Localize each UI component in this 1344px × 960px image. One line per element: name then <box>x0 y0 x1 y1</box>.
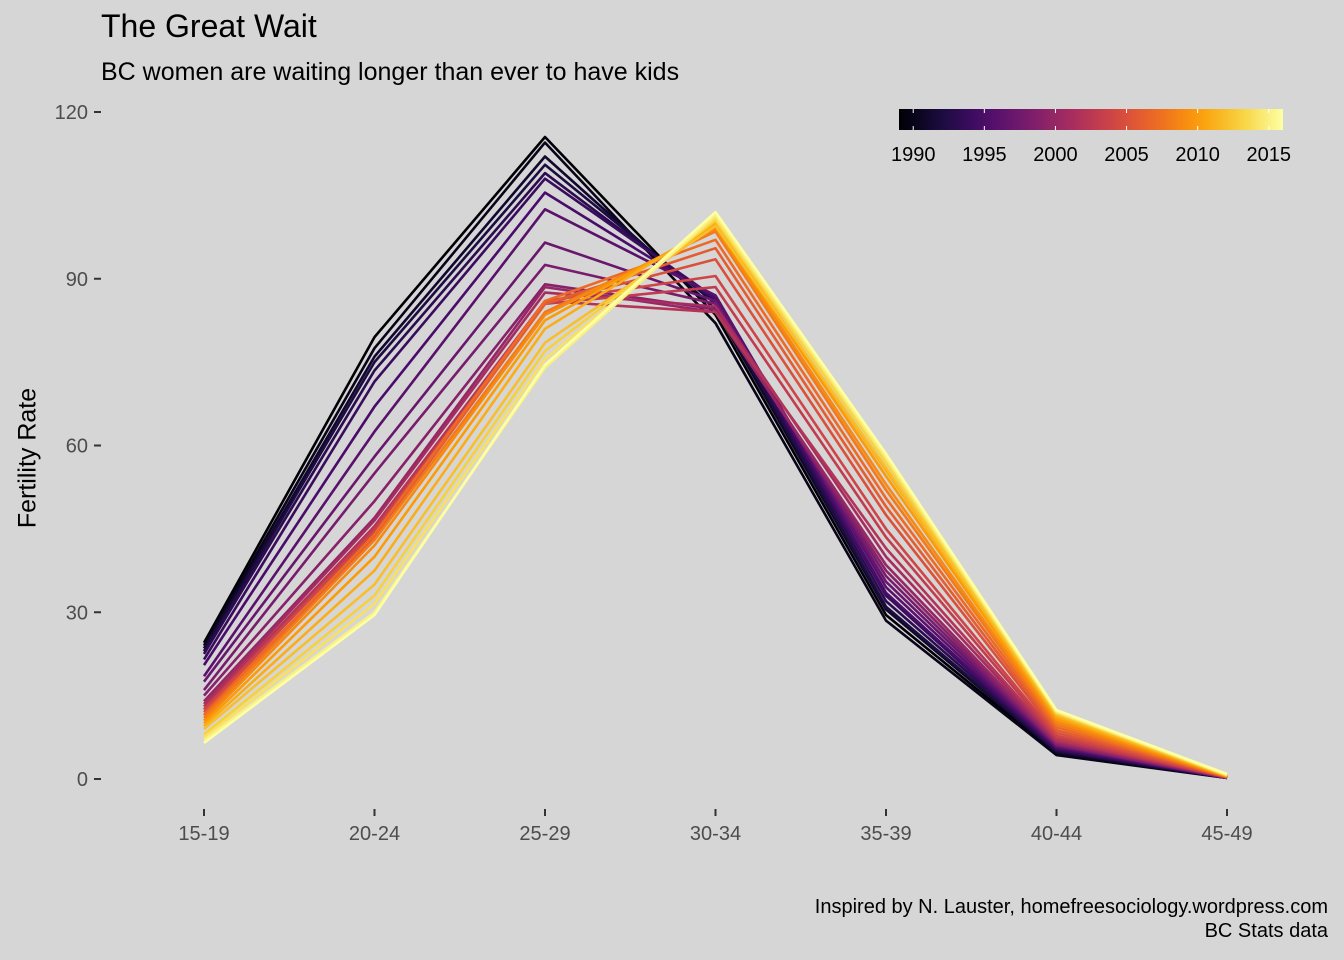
series-line-2016 <box>203 210 1228 776</box>
series-line-2002 <box>203 299 1228 779</box>
x-tick-label: 25-29 <box>519 823 570 845</box>
year-colorbar-legend: 1990 1995 2000 2005 2010 2015 <box>891 109 1291 166</box>
axes: 0 30 60 90 120 15-19 20-24 25-29 30-34 35-39 40-44… <box>55 102 1253 845</box>
series-line-2003 <box>203 285 1228 779</box>
series-line-2004 <box>203 274 1228 779</box>
series-line-2005 <box>203 257 1228 779</box>
colorbar-label: 2015 <box>1247 144 1292 166</box>
series-line-2009 <box>203 227 1228 778</box>
y-tick-label: 90 <box>66 269 88 291</box>
series-line-2000 <box>203 285 1228 779</box>
x-tick-label: 40-44 <box>1031 823 1082 845</box>
chart-subtitle: BC women are waiting longer than ever to… <box>101 58 680 86</box>
x-tick-label: 20-24 <box>349 823 400 845</box>
colorbar-label: 1995 <box>962 144 1007 166</box>
series-line-2011 <box>203 221 1228 777</box>
series-line-1999 <box>203 282 1228 780</box>
y-tick-label: 0 <box>77 769 88 791</box>
series-lines <box>202 135 1228 780</box>
colorbar <box>899 109 1283 130</box>
colorbar-label: 2000 <box>1033 144 1078 166</box>
colorbar-label: 2005 <box>1104 144 1149 166</box>
caption-data: BC Stats data <box>1204 920 1328 942</box>
x-tick-label: 15-19 <box>178 823 229 845</box>
series-line-1992 <box>202 163 1228 780</box>
colorbar-label: 1990 <box>891 144 936 166</box>
series-line-2008 <box>203 230 1228 779</box>
series-line-1993 <box>202 171 1228 780</box>
chart-title: The Great Wait <box>101 8 317 44</box>
x-tick-label: 35-39 <box>860 823 911 845</box>
caption-source: Inspired by N. Lauster, homefreesociolog… <box>814 896 1328 918</box>
caption: Inspired by N. Lauster, homefreesociolog… <box>815 895 1328 943</box>
y-tick-label: 60 <box>66 436 88 458</box>
y-tick-label: 120 <box>55 102 88 124</box>
x-tick-label: 45-49 <box>1201 823 1252 845</box>
series-line-2012 <box>203 224 1228 777</box>
series-line-1990 <box>202 141 1228 780</box>
y-tick-label: 30 <box>66 602 88 624</box>
x-tick-label: 30-34 <box>690 823 741 845</box>
series-line-2006 <box>203 246 1228 779</box>
series-line-1995 <box>202 191 1228 780</box>
series-line-2007 <box>203 238 1228 779</box>
colorbar-label: 2010 <box>1175 144 1220 166</box>
